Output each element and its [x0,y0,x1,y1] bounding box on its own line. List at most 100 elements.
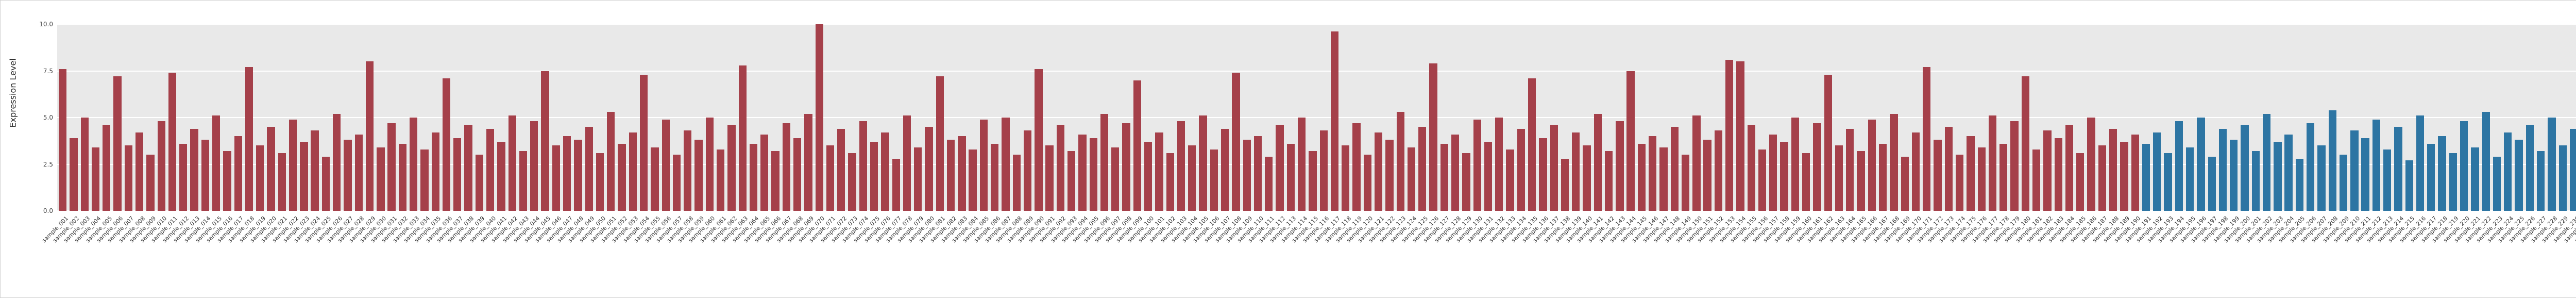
bar-group-1 [1111,147,1120,211]
bar-group-1 [563,136,571,211]
bar-group-1 [629,132,637,211]
bar-group-1 [1330,31,1339,211]
bar-group-1 [541,71,549,211]
bar-group-2 [2274,142,2282,211]
bar-group-2 [2482,112,2490,211]
bar-group-1 [1758,149,1767,211]
bar-group-1 [1363,155,1371,211]
bar-group-1 [892,158,900,211]
bar-group-2 [2558,145,2567,211]
bar-group-1 [80,118,89,211]
bar-group-1 [1199,115,1207,211]
bar-group-1 [925,127,933,211]
bar-group-1 [179,143,188,211]
bar-group-1 [190,128,198,211]
bar-group-1 [1495,118,1503,211]
bar-group-1 [530,121,538,211]
bar-group-1 [1045,145,1054,211]
bar-group-1 [837,128,845,211]
bar-group-1 [1517,128,1525,211]
bar-group-1 [1012,155,1021,211]
bar-group-1 [1999,143,2008,211]
bar-group-1 [321,157,330,211]
bar-group-1 [684,130,692,211]
bar-group-1 [958,136,966,211]
y-tick-label: 0.0 [43,207,53,214]
bar-group-1 [1692,115,1701,211]
bar-group-1 [1583,145,1591,211]
bar-group-1 [2010,121,2019,211]
bar-group-2 [2208,157,2216,211]
bar-group-1 [344,140,352,211]
bar-group-1 [552,145,561,211]
bar-group-2 [2284,134,2293,211]
bar-group-1 [2043,130,2052,211]
bar-group-1 [771,151,779,211]
bar-group-1 [1067,151,1076,211]
bar-group-1 [1769,134,1777,211]
bar-group-1 [1539,138,1547,211]
bar-group-1 [201,140,209,211]
gridline [57,210,2576,211]
bar-group-1 [1078,134,1087,211]
bar-group-1 [1440,143,1448,211]
bar-group-1 [1594,113,1602,211]
bar-group-1 [1977,147,1986,211]
bar-group-1 [223,151,231,211]
bar-group-1 [212,115,221,211]
bar-group-1 [278,153,286,211]
bar-group-1 [113,76,122,211]
bar-group-1 [1616,121,1624,211]
y-tick-label: 7.5 [43,67,53,75]
bar-group-1 [804,113,812,211]
bar-group-1 [1352,123,1361,211]
bar-group-1 [946,140,955,211]
bar-group-1 [1868,119,1876,211]
bar-group-1 [870,142,878,211]
bar-group-1 [1955,155,1964,211]
bar-group-1 [1484,142,1493,211]
bar-group-1 [1967,136,1975,211]
bar-group-1 [1879,143,1887,211]
bar-group-1 [420,149,429,211]
bar-group-1 [1166,153,1174,211]
bar-group-1 [1374,132,1383,211]
bar-group-1 [1035,69,1043,211]
bar-group-1 [1342,145,1350,211]
bar-group-1 [1747,125,1755,211]
bar-group-2 [2262,113,2271,211]
bar-group-1 [672,155,681,211]
gridline [57,117,2576,118]
bar-group-1 [760,134,769,211]
bar-group-1 [618,143,626,211]
bar-group-2 [2251,151,2260,211]
bar-group-1 [1396,112,1404,211]
bar-group-1 [991,143,999,211]
bar-group-1 [716,149,725,211]
bar-group-1 [464,125,472,211]
bar-group-2 [2295,158,2304,211]
bar-group-2 [2175,121,2183,211]
bar-group-2 [2142,143,2150,211]
gridline [57,70,2576,72]
bar-group-1 [881,132,889,211]
bar-group-1 [914,147,922,211]
bar-group-2 [2504,132,2512,211]
bar-group-1 [2087,118,2095,211]
bar-group-1 [1626,71,1635,211]
bar-group-1 [1089,138,1097,211]
bar-group-1 [2076,153,2084,211]
bar-group-1 [245,67,253,211]
bar-group-1 [453,138,462,211]
bar-group-1 [2065,125,2074,211]
bar-group-1 [1276,125,1284,211]
bar-group-1 [398,143,407,211]
bar-group-1 [1122,123,1130,211]
bar-group-1 [749,143,758,211]
bar-group-1 [1100,113,1109,211]
y-axis-label: Expression Level [8,58,18,128]
bar-group-1 [497,142,505,211]
bar-group-1 [168,73,177,211]
bar-group-1 [782,123,790,211]
